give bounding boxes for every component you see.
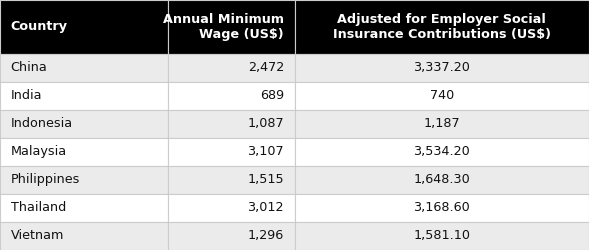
Bar: [294, 0, 589, 54]
Bar: [294, 138, 589, 166]
Bar: [168, 110, 294, 138]
Text: 3,168.60: 3,168.60: [413, 202, 470, 214]
Text: Annual Minimum
Wage (US$): Annual Minimum Wage (US$): [163, 13, 284, 41]
Text: 740: 740: [429, 89, 454, 102]
Text: Philippines: Philippines: [11, 174, 80, 186]
Text: 3,337.20: 3,337.20: [413, 61, 470, 74]
Bar: [294, 194, 589, 222]
Bar: [0, 138, 168, 166]
Text: 2,472: 2,472: [247, 61, 284, 74]
Bar: [0, 110, 168, 138]
Text: Country: Country: [11, 20, 68, 33]
Bar: [168, 82, 294, 110]
Bar: [294, 166, 589, 194]
Bar: [0, 82, 168, 110]
Bar: [294, 82, 589, 110]
Bar: [168, 54, 294, 82]
Text: 1,187: 1,187: [423, 117, 460, 130]
Bar: [168, 138, 294, 166]
Text: China: China: [11, 61, 47, 74]
Text: India: India: [11, 89, 42, 102]
Bar: [168, 194, 294, 222]
Text: 1,648.30: 1,648.30: [413, 174, 470, 186]
Text: 1,087: 1,087: [247, 117, 284, 130]
Text: Indonesia: Indonesia: [11, 117, 72, 130]
Text: Thailand: Thailand: [11, 202, 66, 214]
Text: 1,581.10: 1,581.10: [413, 230, 470, 242]
Text: 3,107: 3,107: [247, 146, 284, 158]
Text: Vietnam: Vietnam: [11, 230, 64, 242]
Bar: [168, 222, 294, 250]
Bar: [168, 166, 294, 194]
Bar: [0, 166, 168, 194]
Bar: [294, 54, 589, 82]
Text: 1,515: 1,515: [247, 174, 284, 186]
Text: Adjusted for Employer Social
Insurance Contributions (US$): Adjusted for Employer Social Insurance C…: [333, 13, 551, 41]
Bar: [0, 194, 168, 222]
Text: Malaysia: Malaysia: [11, 146, 67, 158]
Text: 3,534.20: 3,534.20: [413, 146, 470, 158]
Bar: [168, 0, 294, 54]
Bar: [0, 0, 168, 54]
Bar: [0, 222, 168, 250]
Text: 3,012: 3,012: [247, 202, 284, 214]
Bar: [294, 110, 589, 138]
Bar: [294, 222, 589, 250]
Text: 689: 689: [260, 89, 284, 102]
Bar: [0, 54, 168, 82]
Text: 1,296: 1,296: [247, 230, 284, 242]
